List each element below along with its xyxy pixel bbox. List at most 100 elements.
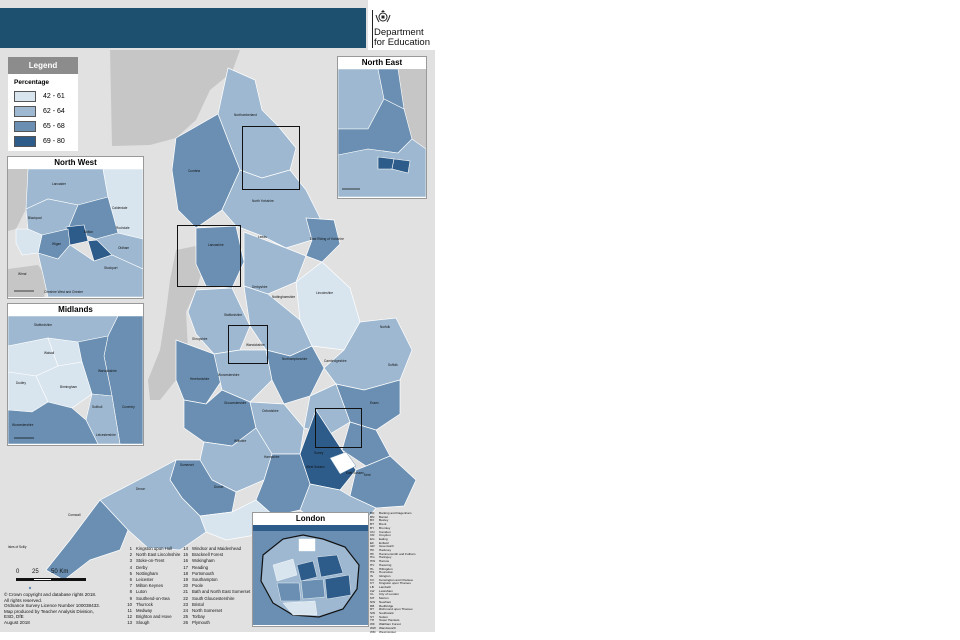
unitary-key-right: 14 Windsor and Maidenhead 15 Bracknell For… [176,546,250,627]
london-key-row: WF Waltham Forest [370,622,401,627]
label-staffordshire: Staffordshire [224,313,242,317]
copyright-line: Map produced by Teacher Analysis Divisio… [4,608,94,614]
legend-label: 65 - 68 [43,123,65,130]
london-key-row: HW Harrow [370,559,389,564]
inset-london: London [252,512,369,627]
key-row: 5 Nottingham [129,570,158,576]
nw-label-calderdale: Calderdale [112,206,128,210]
focus-box-north-west [177,225,241,287]
london-key-row: KT Kingston upon Thames [370,581,411,586]
mid-label-dudley: Dudley [16,381,26,385]
legend-label: 69 - 80 [43,138,65,145]
london-borough-key: BD Barking and Dagenham BN Barnet BX Bexley… [370,511,415,634]
legend-subtitle: Percentage [14,79,50,86]
region-cornwall [45,499,129,581]
label-isles-of-scilly: Isles of Scilly [8,545,27,549]
nw-label-lancaster: Lancaster [52,182,67,186]
key-row: 18 Portsmouth [183,570,214,576]
inset-north-west: North West Lancaster Blackpool Calderdal… [7,156,144,299]
london-center-shape [329,451,357,475]
copyright-line: © Crown copyright and database rights 20… [4,592,97,597]
label-north-yorkshire: North Yorkshire [252,199,274,203]
london-key-row: CN Camden [370,529,391,534]
scale-segment [16,578,34,581]
nw-label-bolton: Bolton [84,230,93,234]
mid-label-coventry: Coventry [122,405,135,409]
key-row: 24 North Somerset [183,608,223,614]
scale-tick-50: 50 Km [51,569,69,575]
key-row: 22 South Gloucestershire [183,595,235,601]
legend-swatch [14,91,36,102]
london-key-row: MT Merton [370,596,389,601]
nw-label-wigan: Wigan [52,242,61,246]
key-row: 26 Plymouth [183,620,210,626]
london-key-row: NW Newham [370,599,392,604]
key-row: 23 Bristol [183,601,204,607]
london-key-row: WM Westminster [370,629,397,634]
copyright-line: All rights reserved. [4,597,43,603]
key-row: 19 Southampton [183,577,218,583]
mid-label-warwickshire: Warwickshire [98,369,117,373]
key-row: 7 Milton Keynes [129,583,163,589]
label-east-sussex: East Sussex [346,471,364,475]
mid-label-solihull: Solihull [92,405,103,409]
focus-box-north-east [242,126,300,190]
london-key-row: LB Lambeth [370,585,392,590]
label-warwickshire: Warwickshire [246,343,265,347]
london-key-row: EG Ealing [370,536,388,541]
label-east-riding: East Riding of Yorkshire [310,237,344,241]
region-devon [99,459,207,551]
london-key-row: GR Greenwich [370,544,394,549]
london-key-row: WW Wandsworth [370,625,397,630]
royal-arms-crest-icon [375,10,391,23]
london-key-row: BN Barnet [370,514,389,519]
key-row: 21 Bath and North East Somerset [183,589,251,595]
london-key-row: KC Kensington and Chelsea [370,577,413,582]
label-somerset: Somerset [180,463,194,467]
region-leics-northants [265,345,325,405]
label-surrey: Surrey [314,451,324,455]
key-row: 9 Southend-on-Sea [129,595,170,601]
london-key-row: BT Brent [370,522,387,527]
nw-label-stockport: Stockport [104,266,118,270]
scale-segment [51,578,86,581]
copyright-line: August 2018 [4,619,30,625]
scale-tick-0: 0 [16,569,20,575]
legend-title: Legend [8,57,78,74]
mid-label-walsall: Walsall [44,351,54,355]
logo-rule [372,10,373,48]
london-key-row: HK Hackney [370,548,392,553]
legend-row: 65 - 68 [8,119,78,134]
london-key-row: BX Bexley [370,518,389,523]
unitary-key-left: 1 Kingston upon Hull 2 North East Lincolns… [120,546,180,627]
key-row: 13 Slough [127,620,150,626]
label-norfolk: Norfolk [380,325,391,329]
label-cambridgeshire: Cambridgeshire [324,359,347,363]
london-key-row: HV Havering [370,562,392,567]
header-bar [0,8,366,48]
label-west-sussex: West Sussex [306,465,325,469]
london-key-row: BD Barking and Dagenham [370,511,412,515]
label-shropshire: Shropshire [192,337,208,341]
wales-land [148,246,204,400]
nw-label-oldham: Oldham [118,246,130,250]
scale-bar [16,578,86,581]
inset-title-north-east: North East [361,58,403,67]
label-nottinghamshire: Nottinghamshire [272,295,295,299]
department-logo: Department for Education [368,0,435,50]
isles-of-scilly-shape [28,586,32,590]
key-row: 11 Medway [127,608,153,614]
label-lincolnshire: Lincolnshire [316,291,333,295]
legend-swatch [14,136,36,147]
mid-label-staffordshire: Staffordshire [34,323,52,327]
inset-title-midlands: Midlands [58,305,93,314]
key-row: 17 Reading [183,564,209,570]
key-row: 12 Brighton and Hove [127,614,172,620]
key-row: 1 Kingston upon Hull [129,546,173,551]
label-wiltshire: Wiltshire [234,439,246,443]
label-kent: Kent [364,473,371,477]
london-map [253,525,368,625]
legend-row: 42 - 61 [8,89,78,104]
label-leeds: Leeds [258,235,267,239]
label-herefordshire: Herefordshire [190,377,210,381]
